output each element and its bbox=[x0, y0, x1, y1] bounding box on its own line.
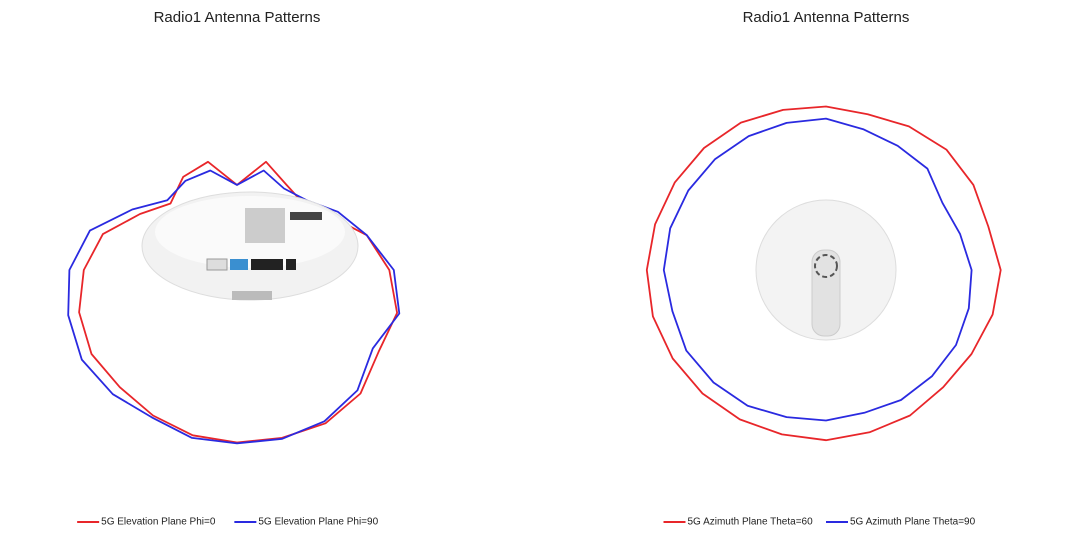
device-stand bbox=[811, 249, 841, 337]
legend-label: 5G Elevation Plane Phi=90 bbox=[258, 517, 378, 528]
legend-label: 5G Azimuth Plane Theta=60 bbox=[688, 517, 814, 528]
device-sticker bbox=[290, 212, 322, 220]
device-port bbox=[286, 259, 296, 270]
series-line bbox=[645, 105, 1002, 442]
chart-title: Radio1 Antenna Patterns bbox=[743, 9, 910, 26]
device-label bbox=[245, 208, 285, 243]
curve-layer bbox=[67, 105, 1002, 445]
device-port bbox=[251, 259, 283, 270]
device-foot bbox=[232, 291, 272, 300]
device-elevation bbox=[141, 191, 359, 301]
device-azimuth bbox=[755, 199, 897, 341]
device-port bbox=[230, 259, 248, 270]
device-led bbox=[814, 254, 838, 278]
legend-label: 5G Azimuth Plane Theta=90 bbox=[850, 517, 976, 528]
legend-label: 5G Elevation Plane Phi=0 bbox=[101, 517, 216, 528]
series-line bbox=[67, 169, 401, 445]
series-line bbox=[662, 117, 973, 422]
chart-title: Radio1 Antenna Patterns bbox=[154, 9, 321, 26]
device-port bbox=[206, 258, 228, 271]
label-layer: Radio1 Antenna Patterns 5G Elevation Plan… bbox=[77, 9, 976, 528]
